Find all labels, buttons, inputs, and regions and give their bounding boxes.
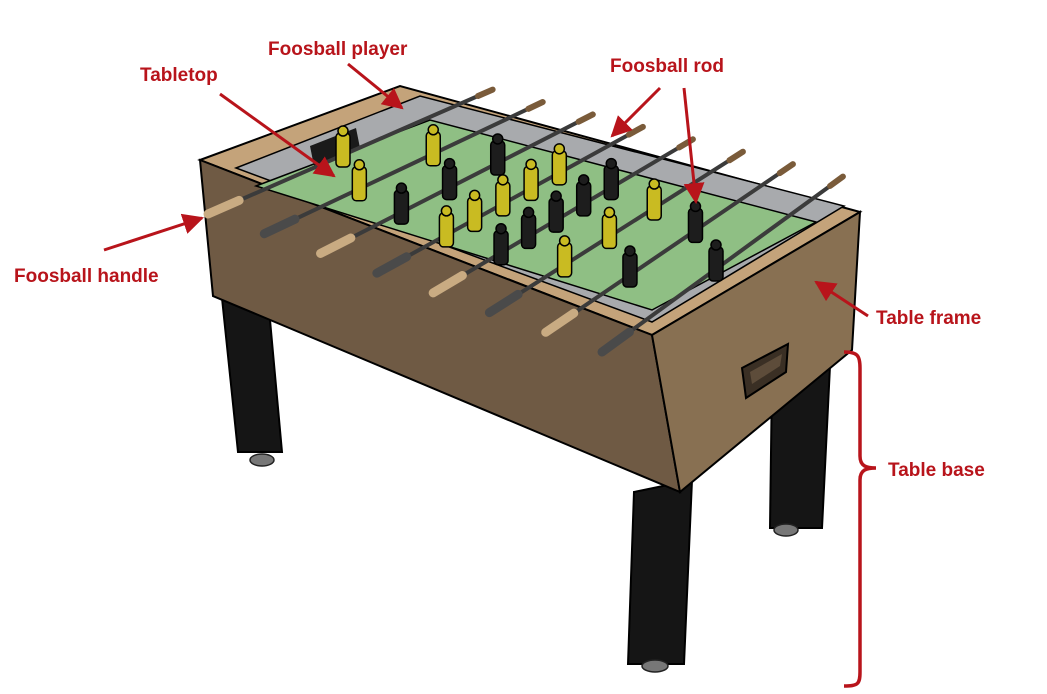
foosball-player: [438, 205, 455, 248]
foosball-player: [523, 158, 539, 202]
foosball-player: [335, 125, 351, 168]
foosball-handle[interactable]: [372, 252, 412, 278]
arrow-foosball-rod-a: [610, 86, 662, 138]
callout-arrows: [103, 62, 877, 688]
foosball-player: [622, 245, 638, 288]
rod-end-cap: [776, 161, 796, 177]
foosball-handle[interactable]: [484, 289, 523, 318]
foosball-handle[interactable]: [259, 214, 300, 239]
rod-end-cap: [726, 148, 746, 164]
foosball-player: [708, 239, 724, 282]
foosball-player: [425, 124, 441, 167]
arrow-foosball-rod-b: [682, 87, 705, 205]
foosball-player: [575, 174, 592, 217]
label-tabletop: Tabletop: [140, 65, 218, 86]
rod-end-cap: [575, 111, 596, 125]
label-foosball-rod: Foosball rod: [610, 56, 724, 77]
rod-end-cap: [625, 123, 646, 138]
label-foosball-player: Foosball player: [268, 39, 408, 60]
foosball-player: [489, 133, 506, 176]
table-leg-front: [626, 478, 694, 673]
arrow-foosball-handle: [103, 213, 204, 252]
foosball-player: [646, 178, 662, 221]
foosball-player: [393, 182, 410, 225]
arrow-table-frame: [814, 280, 869, 318]
foosball-player: [556, 235, 573, 278]
rod-end-cap: [475, 86, 496, 99]
foosball-rod[interactable]: [262, 106, 531, 236]
foosball-player: [351, 159, 368, 202]
foosball-players: [335, 124, 724, 288]
label-table-base: Table base: [888, 460, 985, 481]
foosball-player: [687, 200, 704, 244]
arrow-foosball-player: [347, 62, 404, 110]
foosball-player: [441, 157, 458, 201]
foosball-player: [520, 206, 537, 250]
bracket-table-base: [843, 350, 877, 688]
foosball-handle[interactable]: [541, 308, 579, 337]
foosball-player: [495, 174, 511, 217]
arrow-tabletop: [219, 92, 336, 178]
foosball-player: [493, 222, 509, 266]
foosball-handle[interactable]: [597, 327, 634, 357]
rod-end-cap: [525, 99, 546, 112]
foosball-handle[interactable]: [316, 233, 356, 258]
foosball-player: [551, 143, 568, 186]
foosball-handle[interactable]: [203, 195, 244, 219]
foosball-rod[interactable]: [543, 171, 782, 335]
rod-end-cap: [827, 173, 846, 189]
foosball-player: [548, 190, 564, 233]
foosball-player: [601, 206, 618, 250]
foosball-handle[interactable]: [428, 271, 467, 298]
label-table-frame: Table frame: [876, 308, 982, 329]
table-leg-left: [220, 297, 284, 467]
label-foosball-handle: Foosball handle: [14, 266, 159, 287]
carry-handle-slot: [740, 342, 790, 400]
foosball-player: [466, 189, 483, 233]
foosball-player: [603, 157, 619, 201]
